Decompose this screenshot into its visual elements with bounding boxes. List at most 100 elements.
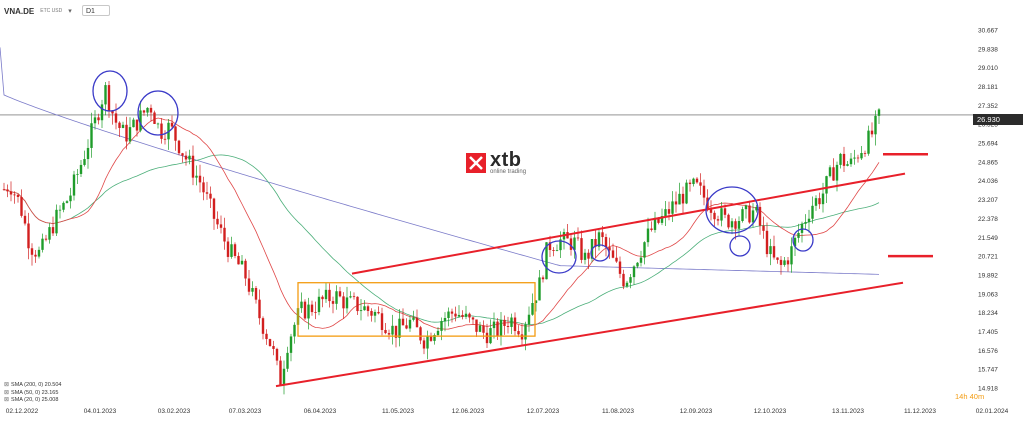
candle-body [370,310,373,316]
x-tick-label: 12.10.2023 [754,408,787,415]
brand-name: xtb [490,149,522,171]
candle-body [811,205,814,219]
candle-body [139,110,142,131]
legend-label: SMA (20, 0) 25.008 [11,397,59,403]
candle-body [132,119,135,128]
candle-body [30,248,34,255]
highlight-circle [705,186,759,234]
candle-body [86,147,90,160]
candle-body [713,212,716,220]
y-tick-label: 16.576 [978,348,998,355]
candle-body [636,262,639,267]
candle-body [527,314,531,325]
x-tick-label: 12.07.2023 [527,408,560,415]
close-icon[interactable]: ⊠ [4,382,10,388]
candle-body [786,260,790,265]
candle-body [583,252,587,260]
y-tick-label: 19.063 [978,291,998,298]
candle-body [247,278,251,292]
candle-body [457,314,461,317]
legend-item[interactable]: ⊠ SMA (20, 0) 25.008 [4,397,61,405]
candle-body [776,257,779,260]
candle-body [13,194,16,196]
candle-body [282,368,286,385]
candle-body [149,107,153,113]
candle-body [699,182,702,186]
candle-body [555,250,559,251]
candle-body [156,123,160,125]
candle-body [758,206,762,226]
lower-trendline [275,281,904,388]
candle-body [730,221,734,228]
candle-body [100,104,104,121]
candle-body [258,299,261,319]
candle-body [72,174,76,196]
legend-item[interactable]: ⊠ SMA (200, 0) 20.504 [4,382,61,390]
x-tick-label: 12.06.2023 [452,408,485,415]
y-tick-label: 27.352 [978,103,998,110]
candle-body [331,301,335,304]
candle-body [685,182,688,204]
candle-body [650,228,653,230]
candle-body [587,252,590,259]
candle-body [436,330,440,336]
upper-trendline [351,172,906,275]
candle-body [762,225,765,231]
candle-body [874,115,877,135]
candle-body [611,250,615,258]
candle-body [373,311,377,316]
candle-body [345,297,349,309]
candle-body [34,254,37,257]
candle-body [727,214,730,228]
candle-body [867,130,870,154]
x-tick-label: 12.09.2023 [680,408,713,415]
candle-body [125,124,128,142]
candle-body [779,259,783,265]
candle-body [58,209,62,211]
candle-body [429,336,433,341]
candle-body [513,317,517,332]
candle-body [160,123,163,139]
candle-body [804,222,807,224]
candle-body [660,216,664,223]
close-icon[interactable]: ⊠ [4,389,10,396]
candle-body [293,324,296,337]
legend-item[interactable]: ⊠ SMA (50, 0) 23.165 [4,390,61,398]
chevron-down-icon[interactable]: ▾ [68,8,72,15]
candle-body [520,334,524,340]
candle-body [667,209,671,214]
candle-body [471,317,475,320]
candle-body [464,313,468,317]
candle-body [268,339,272,347]
highlight-circle [137,90,179,136]
candle-body [303,301,307,319]
candle-body [135,119,139,131]
y-tick-label: 23.207 [978,197,998,204]
candle-body [744,205,748,210]
candle-body [723,208,727,215]
candle-body [286,352,289,369]
candle-body [76,173,79,175]
candle-body [622,273,625,287]
candle-body [800,223,804,233]
candle-body [608,247,611,251]
candle-body [314,312,317,313]
close-icon[interactable]: ⊠ [4,397,10,403]
candle-body [755,206,758,211]
timeframe-select[interactable]: D1 [82,5,110,16]
candle-body [415,317,419,328]
candle-body [748,205,751,223]
candle-body [338,291,342,297]
candles [2,81,881,395]
candle-body [230,244,233,257]
candle-body [321,296,324,300]
candle-body [720,208,723,221]
candle-body [352,296,356,298]
candle-body [580,238,583,260]
current-price-tag: 26.930 [973,114,1023,125]
candle-body [209,193,212,199]
consolidation-box [297,282,536,337]
candle-body [604,237,608,248]
exchange-note: ETC USD [40,8,63,14]
